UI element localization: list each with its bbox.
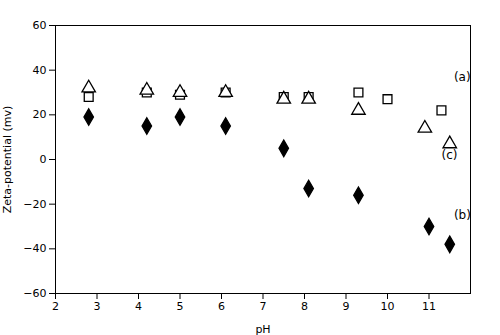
svg-text:10: 10 <box>381 300 395 313</box>
svg-text:0: 0 <box>40 153 47 166</box>
svg-text:20: 20 <box>33 108 47 121</box>
svg-text:pH: pH <box>255 323 270 335</box>
svg-text:5: 5 <box>177 300 184 313</box>
svg-text:2: 2 <box>52 300 59 313</box>
svg-text:9: 9 <box>343 300 350 313</box>
svg-text:−20: −20 <box>23 198 46 211</box>
svg-text:Zeta-potential (mv): Zeta-potential (mv) <box>1 106 14 214</box>
svg-text:60: 60 <box>33 19 47 32</box>
svg-text:(b): (b) <box>454 208 471 222</box>
svg-text:6: 6 <box>218 300 225 313</box>
svg-text:(c): (c) <box>441 148 457 162</box>
svg-text:4: 4 <box>135 300 142 313</box>
svg-text:3: 3 <box>94 300 101 313</box>
svg-text:40: 40 <box>33 64 47 77</box>
svg-text:11: 11 <box>422 300 436 313</box>
svg-text:8: 8 <box>301 300 308 313</box>
svg-text:(a): (a) <box>454 70 471 84</box>
svg-text:−40: −40 <box>23 242 46 255</box>
svg-text:7: 7 <box>260 300 267 313</box>
svg-text:−60: −60 <box>23 287 46 300</box>
